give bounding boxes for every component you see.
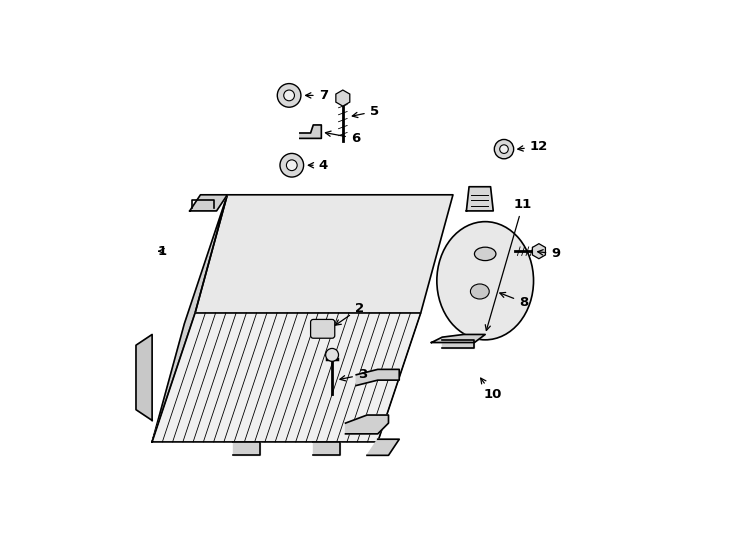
Circle shape bbox=[277, 84, 301, 107]
Polygon shape bbox=[432, 334, 485, 342]
Polygon shape bbox=[233, 442, 260, 455]
Circle shape bbox=[494, 139, 514, 159]
Circle shape bbox=[326, 348, 338, 361]
Ellipse shape bbox=[474, 247, 496, 261]
Polygon shape bbox=[152, 195, 228, 442]
Text: 1: 1 bbox=[158, 245, 167, 258]
Text: 2: 2 bbox=[335, 302, 364, 325]
Text: 5: 5 bbox=[352, 105, 379, 118]
Polygon shape bbox=[313, 442, 340, 455]
Text: 9: 9 bbox=[538, 247, 560, 260]
Circle shape bbox=[286, 160, 297, 171]
Polygon shape bbox=[195, 195, 453, 313]
Polygon shape bbox=[346, 415, 388, 434]
Ellipse shape bbox=[470, 284, 490, 299]
Polygon shape bbox=[152, 313, 421, 442]
Polygon shape bbox=[300, 125, 321, 138]
Circle shape bbox=[280, 153, 304, 177]
Polygon shape bbox=[367, 439, 399, 455]
Text: 11: 11 bbox=[485, 198, 532, 330]
Polygon shape bbox=[442, 340, 474, 348]
Text: 4: 4 bbox=[308, 159, 328, 172]
FancyBboxPatch shape bbox=[310, 320, 335, 338]
Text: 7: 7 bbox=[305, 89, 328, 102]
Ellipse shape bbox=[437, 221, 534, 340]
Circle shape bbox=[284, 90, 294, 101]
Polygon shape bbox=[466, 187, 493, 211]
Text: 8: 8 bbox=[500, 293, 528, 309]
Polygon shape bbox=[356, 369, 399, 386]
Text: 6: 6 bbox=[325, 131, 360, 145]
Polygon shape bbox=[189, 195, 228, 211]
Text: 3: 3 bbox=[340, 368, 367, 381]
Circle shape bbox=[500, 145, 508, 153]
Text: 12: 12 bbox=[517, 140, 548, 153]
Polygon shape bbox=[136, 334, 152, 421]
Text: 10: 10 bbox=[481, 378, 502, 401]
